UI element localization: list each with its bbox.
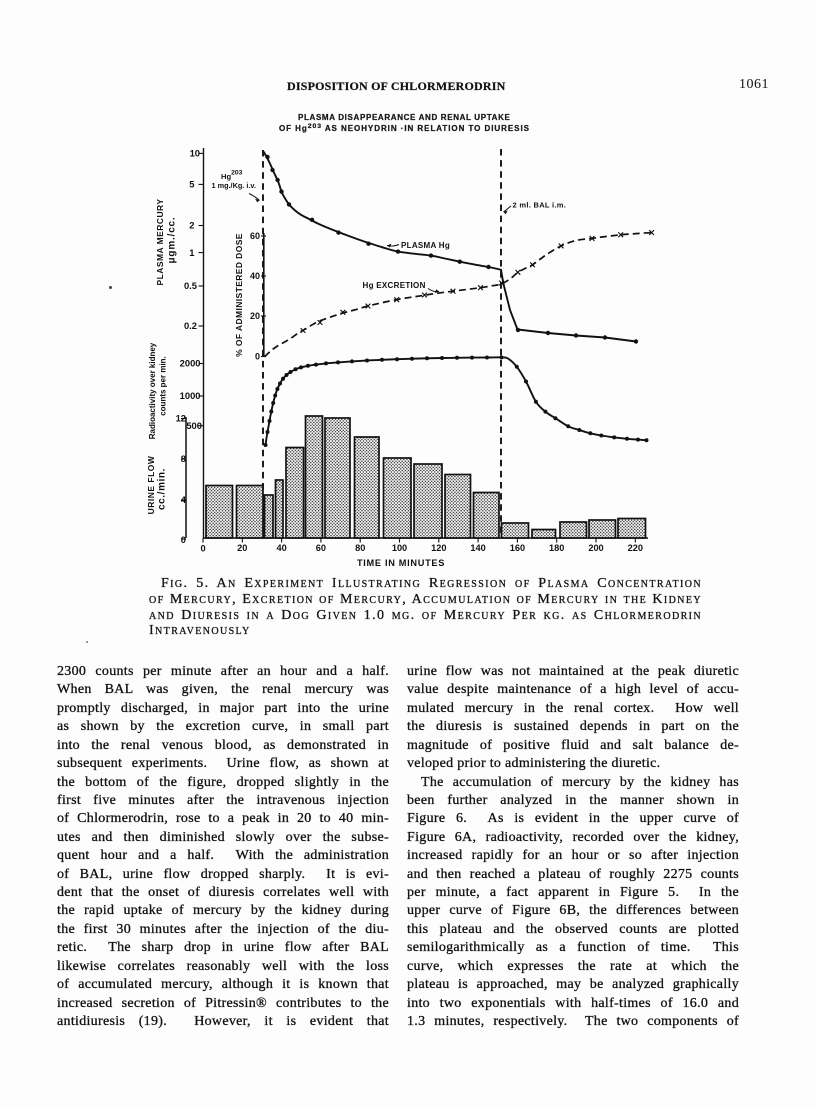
svg-text:200: 200 — [588, 543, 603, 553]
svg-text:% OF ADMINISTERED DOSE: % OF ADMINISTERED DOSE — [234, 233, 244, 357]
svg-text:10: 10 — [190, 148, 200, 159]
svg-text:220: 220 — [628, 543, 643, 553]
svg-text:0.5: 0.5 — [184, 280, 197, 291]
svg-text:Radioactivity over kidney: Radioactivity over kidney — [148, 342, 157, 439]
svg-text:120: 120 — [431, 543, 446, 553]
svg-text:counts per min.: counts per min. — [159, 356, 168, 416]
svg-text:1: 1 — [189, 247, 194, 258]
svg-text:μgm./cc.: μgm./cc. — [167, 217, 178, 264]
svg-text:80: 80 — [355, 543, 365, 553]
svg-text:cc./min.: cc./min. — [157, 468, 168, 510]
svg-text:Hg203: Hg203 — [221, 170, 243, 182]
svg-text:TIME IN MINUTES: TIME IN MINUTES — [357, 558, 445, 568]
svg-text:0: 0 — [200, 544, 205, 554]
svg-text:8: 8 — [181, 453, 186, 464]
svg-text:0.2: 0.2 — [184, 320, 197, 331]
svg-text:40: 40 — [250, 271, 260, 281]
svg-text:0: 0 — [181, 534, 186, 545]
svg-text:2 ml. BAL i.m.: 2 ml. BAL i.m. — [513, 201, 567, 210]
svg-text:60: 60 — [316, 543, 326, 553]
svg-text:PLASMA Hg: PLASMA Hg — [401, 241, 450, 250]
svg-text:0: 0 — [255, 352, 260, 362]
svg-text:500: 500 — [186, 420, 202, 431]
svg-text:20: 20 — [237, 543, 247, 553]
svg-text:PLASMA MERCURY: PLASMA MERCURY — [155, 199, 165, 286]
svg-text:5: 5 — [189, 179, 194, 190]
svg-text:40: 40 — [276, 543, 286, 553]
svg-text:60: 60 — [250, 231, 260, 241]
svg-text:URINE FLOW: URINE FLOW — [146, 455, 156, 514]
svg-text:180: 180 — [549, 543, 564, 553]
svg-text:1000: 1000 — [180, 390, 201, 401]
svg-text:12: 12 — [176, 413, 186, 424]
svg-text:2000: 2000 — [180, 358, 201, 369]
svg-text:160: 160 — [510, 543, 525, 553]
svg-text:2: 2 — [189, 220, 194, 231]
svg-text:Hg EXCRETION: Hg EXCRETION — [363, 281, 426, 290]
svg-text:20: 20 — [250, 311, 260, 321]
svg-text:4: 4 — [181, 494, 187, 505]
svg-text:100: 100 — [392, 543, 407, 553]
svg-text:1 mg./Kg. i.v.: 1 mg./Kg. i.v. — [212, 181, 256, 190]
svg-text:140: 140 — [470, 543, 485, 553]
